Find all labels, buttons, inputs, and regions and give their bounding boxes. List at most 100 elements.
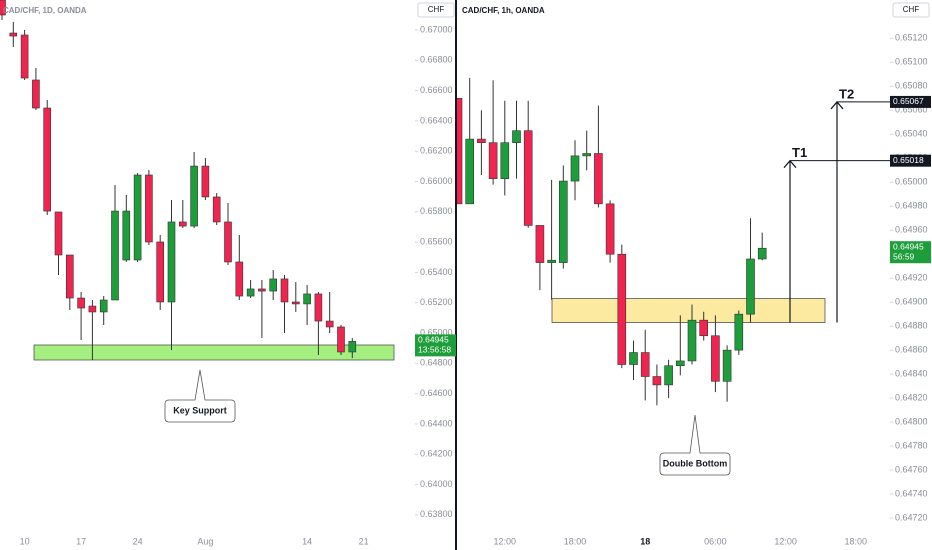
zone (33, 344, 395, 361)
y-tick-label: 0.64400 (420, 418, 453, 428)
y-tick-label: 0.64980 (895, 201, 928, 211)
last-price-timer: 13:56:58 (418, 345, 451, 355)
candle-body (111, 210, 119, 301)
candle-body (20, 34, 29, 79)
candle-body (570, 155, 580, 182)
candle-body (652, 376, 662, 386)
y-tick-label: 0.65000 (420, 327, 453, 337)
y-tick-label: 0.65120 (895, 33, 928, 43)
y-tick-label: 0.66600 (420, 85, 453, 95)
x-tick-label: 12:00 (494, 536, 517, 546)
y-tick-label: 0.64200 (420, 449, 453, 459)
y-tick-label: 0.64800 (420, 358, 453, 368)
y-tick-label: 0.66000 (420, 176, 453, 186)
x-tick-label: 24 (133, 536, 143, 546)
candle-body (99, 299, 108, 313)
x-tick-label: 10 (20, 536, 30, 546)
candle-body (314, 293, 323, 322)
candle-body (303, 293, 311, 305)
candle-body (605, 203, 615, 255)
last-price-timer: 56:59 (893, 251, 915, 261)
candle-body (212, 196, 221, 223)
x-tick-label: 21 (359, 536, 369, 546)
x-tick-label: 18:00 (564, 536, 587, 546)
y-tick-label: 0.65000 (895, 177, 928, 187)
candle-body (594, 153, 603, 205)
candle-body (629, 352, 638, 365)
x-tick-label: 18:00 (845, 536, 868, 546)
candle-body (687, 319, 697, 362)
y-tick-label: 0.64920 (895, 273, 928, 283)
y-tick-label: 0.63800 (420, 509, 453, 519)
callout-box (164, 369, 236, 423)
target-name: T2 (839, 86, 854, 101)
candle-body (66, 254, 74, 299)
callout-label: Key Support (173, 405, 227, 415)
candle-body (699, 319, 709, 337)
y-tick-label: 0.64600 (420, 388, 453, 398)
candle-body (722, 349, 732, 382)
candle-body (337, 326, 345, 353)
candle-body (246, 288, 255, 297)
y-tick-label: 0.67000 (420, 24, 453, 34)
candle-body (9, 32, 18, 37)
callout-label: Double Bottom (663, 458, 728, 468)
currency-label: CHF (428, 5, 445, 14)
y-tick-label: 0.64000 (420, 479, 453, 489)
candle-body (32, 79, 40, 109)
candle-body (224, 221, 232, 263)
candle-body (291, 301, 300, 305)
y-tick-label: 0.64840 (895, 368, 928, 378)
candle-body (235, 261, 244, 297)
target-price: 0.65067 (893, 96, 924, 106)
y-tick-label: 0.66400 (420, 115, 453, 125)
candle-body (640, 352, 650, 377)
chart-title: CAD/CHF, 1h, OANDA (462, 6, 545, 15)
candle-body (734, 313, 744, 351)
candle-body (348, 341, 357, 353)
y-tick-label: 0.65040 (895, 129, 928, 139)
candle-body (617, 253, 627, 365)
target-price-box (890, 95, 931, 108)
candle-body (547, 259, 556, 263)
y-tick-label: 0.64880 (895, 321, 928, 331)
candle-body (535, 225, 545, 263)
target-price: 0.65018 (893, 155, 924, 165)
last-price: 0.64945 (893, 241, 924, 251)
y-tick-label: 0.65060 (895, 105, 928, 115)
candle-body (0, 0, 6, 16)
candle-body (746, 258, 755, 315)
y-tick-label: 0.65800 (420, 206, 453, 216)
candle-body (457, 98, 463, 205)
x-tick-label: 17 (76, 536, 86, 546)
candle-body (201, 165, 210, 198)
candle-body (54, 211, 63, 256)
y-tick-label: 0.65080 (895, 81, 928, 91)
y-tick-label: 0.64820 (895, 392, 928, 402)
y-tick-label: 0.65600 (420, 236, 453, 246)
candle-body (477, 138, 486, 143)
y-tick-label: 0.64800 (895, 416, 928, 426)
x-tick-label: 18 (640, 536, 650, 546)
candle-body (167, 221, 176, 303)
last-price: 0.64945 (418, 335, 449, 345)
candle-body (88, 305, 97, 313)
candle-body (512, 130, 521, 143)
zone (551, 298, 826, 323)
candle-body (500, 142, 510, 179)
y-tick-label: 0.65100 (895, 57, 928, 67)
candle-body (488, 142, 498, 179)
currency-box (892, 2, 930, 18)
candle-body (133, 174, 142, 261)
y-tick-label: 0.66200 (420, 146, 453, 156)
target-price-box (890, 154, 931, 167)
candle-body (280, 278, 289, 303)
candle-body (77, 297, 85, 309)
last-price-box (415, 334, 456, 357)
candle-body (179, 221, 187, 227)
y-tick-label: 0.64760 (895, 464, 928, 474)
currency-box (417, 2, 455, 18)
candle-body (675, 360, 685, 367)
candle-body (664, 365, 673, 386)
y-tick-label: 0.64740 (895, 488, 928, 498)
